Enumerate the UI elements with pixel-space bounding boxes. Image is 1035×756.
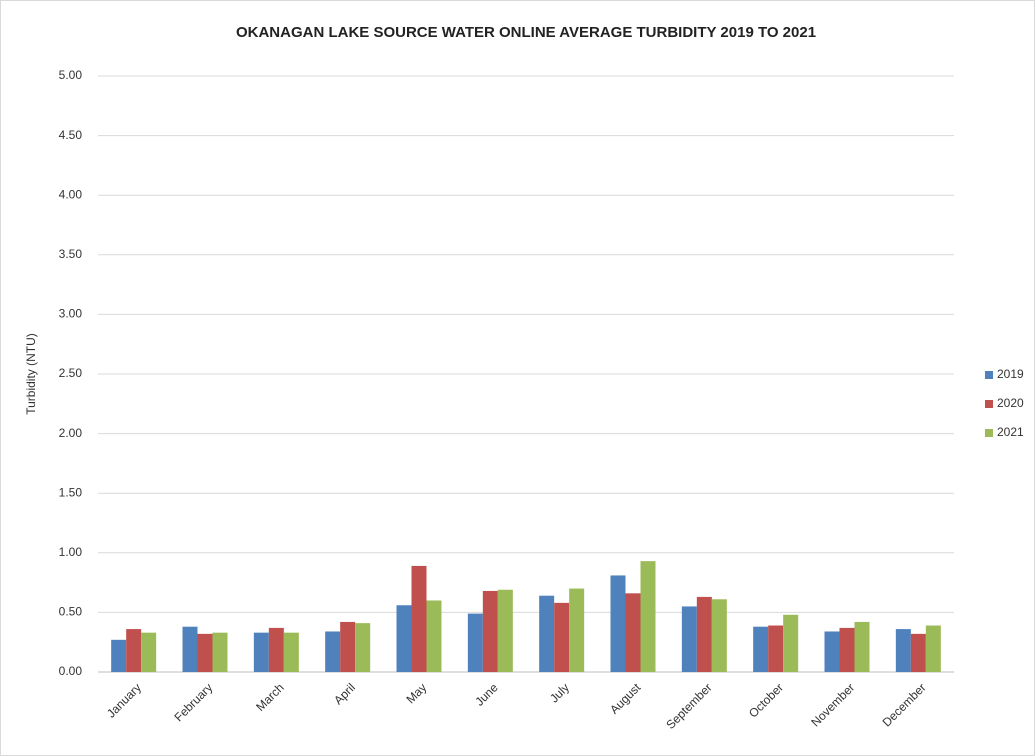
bar bbox=[824, 631, 840, 672]
y-tick-label: 2.00 bbox=[59, 426, 83, 440]
y-tick-label: 5.00 bbox=[59, 68, 83, 82]
bar bbox=[182, 626, 198, 672]
bar bbox=[854, 621, 870, 672]
bar bbox=[783, 614, 799, 672]
legend-swatch bbox=[985, 400, 993, 408]
bar bbox=[640, 561, 656, 672]
bar bbox=[696, 596, 712, 672]
bar bbox=[625, 593, 641, 672]
y-tick-label: 1.00 bbox=[59, 545, 83, 559]
y-tick-label: 0.50 bbox=[59, 605, 83, 619]
bar bbox=[283, 632, 299, 672]
bar bbox=[426, 600, 442, 672]
legend-label: 2021 bbox=[997, 425, 1024, 439]
legend-swatch bbox=[985, 371, 993, 379]
bar bbox=[141, 632, 157, 672]
bar bbox=[355, 623, 371, 672]
y-axis-label: Turbidity (NTU) bbox=[24, 333, 38, 415]
y-tick-label: 2.50 bbox=[59, 366, 83, 380]
bar bbox=[753, 626, 769, 672]
bar bbox=[411, 565, 427, 672]
bar bbox=[268, 627, 284, 672]
bar bbox=[539, 595, 555, 672]
bar bbox=[925, 625, 941, 672]
bar bbox=[497, 589, 513, 672]
bar bbox=[197, 633, 213, 672]
bar bbox=[126, 629, 142, 672]
y-tick-label: 3.50 bbox=[59, 247, 83, 261]
bar bbox=[212, 632, 228, 672]
chart-title: OKANAGAN LAKE SOURCE WATER ONLINE AVERAG… bbox=[236, 24, 816, 41]
y-tick-label: 4.50 bbox=[59, 128, 83, 142]
y-tick-label: 0.00 bbox=[59, 664, 83, 678]
bar bbox=[895, 629, 911, 672]
bar bbox=[467, 613, 483, 672]
bar bbox=[610, 575, 626, 672]
bar bbox=[340, 621, 356, 672]
bar bbox=[482, 590, 498, 672]
bar bbox=[839, 627, 855, 672]
bar bbox=[569, 588, 585, 672]
bar bbox=[396, 605, 412, 672]
legend-swatch bbox=[985, 429, 993, 437]
y-tick-label: 4.00 bbox=[59, 187, 83, 201]
bar bbox=[554, 602, 570, 672]
bar bbox=[681, 606, 697, 672]
legend-label: 2019 bbox=[997, 367, 1024, 381]
bar bbox=[253, 632, 269, 672]
legend-label: 2020 bbox=[997, 396, 1024, 410]
y-tick-label: 3.00 bbox=[59, 307, 83, 321]
bar bbox=[768, 625, 784, 672]
bar bbox=[111, 639, 127, 672]
bar bbox=[325, 631, 341, 672]
bar bbox=[711, 599, 727, 672]
bar bbox=[910, 633, 926, 672]
y-tick-label: 1.50 bbox=[59, 485, 83, 499]
